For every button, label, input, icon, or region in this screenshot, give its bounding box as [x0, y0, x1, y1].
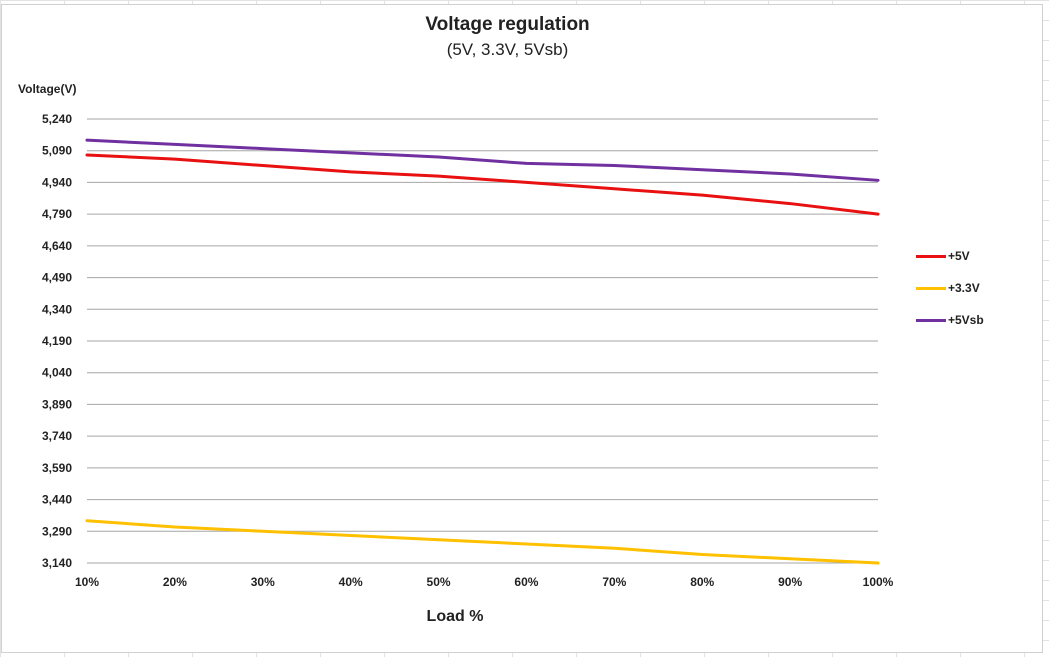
legend-item-5vsb[interactable]: +5Vsb — [916, 304, 984, 336]
series-line-0 — [85, 153, 880, 216]
y-tick-label: 4,940 — [42, 175, 72, 189]
chart-subtitle: (5V, 3.3V, 5Vsb) — [446, 40, 569, 59]
x-tick-label: 100% — [863, 575, 894, 589]
x-tick-label: 40% — [339, 575, 363, 589]
y-tick-label: 3,140 — [42, 556, 72, 570]
y-axis-title: Voltage(V) — [18, 82, 77, 96]
y-tick-label: 3,890 — [42, 397, 72, 411]
y-tick-label: 4,040 — [42, 366, 72, 380]
y-tick-label: 4,790 — [42, 207, 72, 221]
legend-item-5v[interactable]: +5V — [916, 240, 984, 272]
legend-swatch-3v3 — [916, 286, 946, 290]
legend-label-5v: +5V — [948, 249, 970, 263]
legend[interactable]: +5V +3.3V +5Vsb — [916, 240, 984, 336]
y-tick-label: 4,640 — [42, 239, 72, 253]
x-tick-label: 90% — [778, 575, 802, 589]
y-tick-label: 3,590 — [42, 461, 72, 475]
legend-label-5vsb: +5Vsb — [948, 313, 984, 327]
y-tick-label: 3,440 — [42, 493, 72, 507]
legend-swatch-5vsb — [916, 318, 946, 322]
y-tick-label: 5,240 — [42, 112, 72, 126]
x-tick-label: 80% — [690, 575, 714, 589]
y-tick-label: 4,190 — [42, 334, 72, 348]
y-tick-label: 3,740 — [42, 429, 72, 443]
chart-title: Voltage regulation — [425, 14, 590, 35]
series-line-2 — [85, 138, 880, 182]
x-tick-label: 60% — [514, 575, 538, 589]
x-tick-label: 50% — [427, 575, 451, 589]
x-tick-label: 70% — [602, 575, 626, 589]
y-tick-label: 5,090 — [42, 144, 72, 158]
x-tick-label: 30% — [251, 575, 275, 589]
y-tick-label: 3,290 — [42, 524, 72, 538]
series-line-1 — [85, 519, 880, 565]
y-tick-label: 4,490 — [42, 271, 72, 285]
legend-item-3v3[interactable]: +3.3V — [916, 272, 984, 304]
legend-label-3v3: +3.3V — [948, 281, 980, 295]
x-tick-label: 20% — [163, 575, 187, 589]
x-axis-title: Load % — [426, 608, 484, 625]
legend-swatch-5v — [916, 254, 946, 258]
x-tick-label: 10% — [75, 575, 99, 589]
y-tick-label: 4,340 — [42, 302, 72, 316]
